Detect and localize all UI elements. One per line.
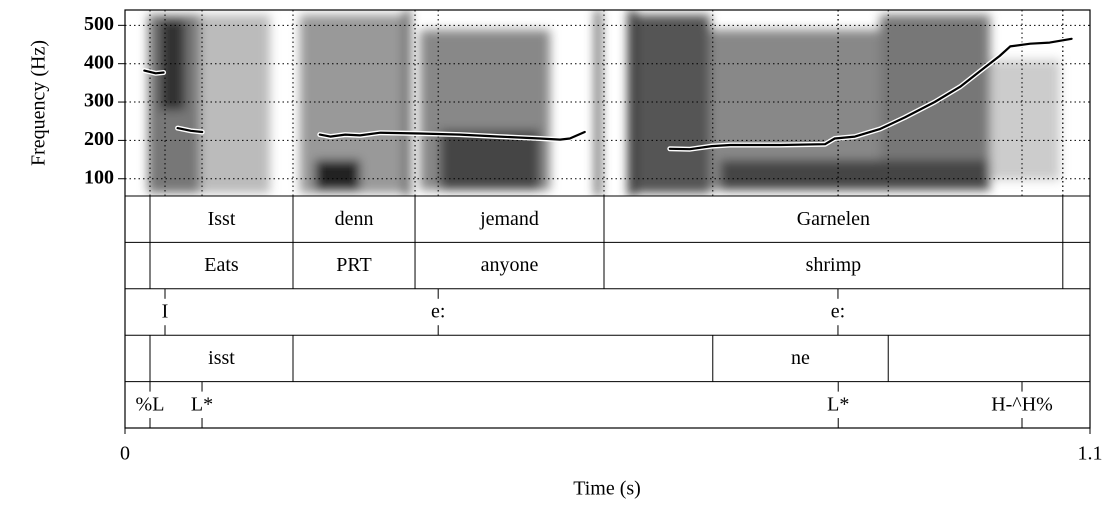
interval-label: Isst	[208, 208, 236, 230]
point-label: %L	[136, 393, 165, 415]
point-label: e:	[831, 301, 845, 323]
y-tick-label: 300	[84, 90, 114, 112]
plot-frame	[124, 9, 1091, 429]
interval-label: Eats	[204, 254, 239, 276]
interval-label: denn	[335, 208, 374, 230]
interval-label: anyone	[481, 254, 539, 276]
x-tick-label: 1.1	[1078, 443, 1103, 465]
interval-label: ne	[791, 347, 810, 369]
y-tick-label: 400	[84, 51, 114, 73]
point-label: L*	[827, 393, 849, 415]
interval-label: Garnelen	[797, 208, 870, 230]
point-label: e:	[431, 301, 445, 323]
x-tick-label: 0	[120, 443, 130, 465]
interval-label: PRT	[336, 254, 371, 276]
point-label: L*	[191, 393, 213, 415]
y-axis-title: Frequency (Hz)	[28, 40, 50, 166]
y-tick-label: 100	[84, 166, 114, 188]
point-label: H-^H%	[991, 393, 1053, 415]
interval-label: shrimp	[806, 254, 862, 276]
pitch-contour	[668, 37, 1073, 151]
y-tick-label: 200	[84, 128, 114, 150]
interval-label: jemand	[479, 208, 539, 230]
point-label: I	[162, 301, 169, 323]
pitch-contour	[176, 127, 204, 134]
interval-label: isst	[208, 347, 235, 369]
x-axis-title: Time (s)	[573, 478, 641, 500]
pitch-contour	[143, 69, 165, 75]
y-tick-label: 500	[84, 13, 114, 35]
spectrogram	[148, 10, 1060, 196]
pitch-contour	[318, 130, 586, 141]
